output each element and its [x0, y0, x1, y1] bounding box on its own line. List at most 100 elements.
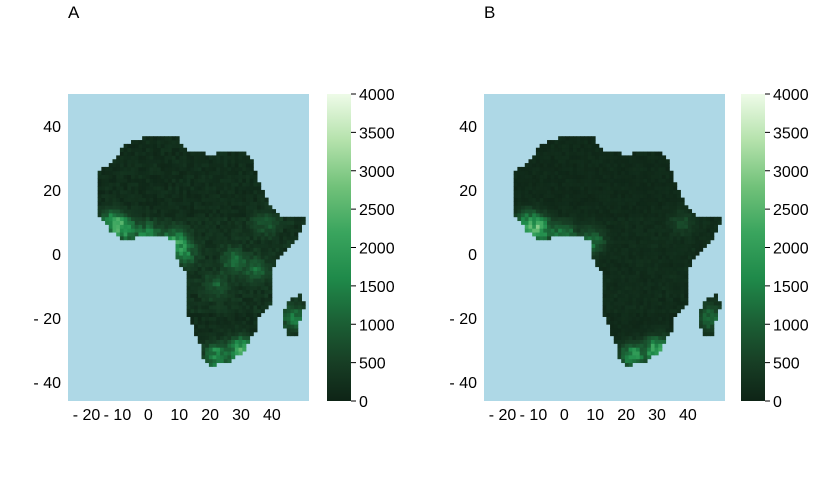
heatmap-cell	[112, 197, 117, 202]
heatmap-cell	[201, 155, 206, 160]
heatmap-cell	[145, 143, 150, 149]
heatmap-cell	[164, 189, 169, 195]
heatmap-cell	[257, 205, 262, 210]
heatmap-cell	[112, 220, 117, 225]
heatmap-cell	[517, 216, 522, 222]
heatmap-cell	[639, 239, 644, 245]
heatmap-cell	[257, 235, 262, 241]
heatmap-cell	[647, 224, 652, 229]
y-tick-label: 20	[459, 183, 477, 200]
heatmap-cell	[201, 228, 206, 233]
heatmap-cell	[271, 232, 277, 237]
heatmap-cell	[197, 166, 202, 172]
heatmap-cell	[223, 235, 228, 241]
heatmap-cell	[658, 270, 663, 275]
heatmap-cell	[676, 255, 681, 260]
heatmap-cell	[160, 178, 165, 183]
heatmap-cell	[227, 232, 232, 237]
heatmap-cell	[234, 228, 239, 233]
heatmap-cell	[658, 182, 663, 187]
heatmap-cell	[201, 235, 206, 241]
heatmap-cell	[127, 205, 132, 210]
heatmap-cell	[179, 228, 184, 233]
heatmap-cell	[201, 201, 206, 206]
heatmap-cell	[647, 220, 652, 225]
heatmap-cell	[231, 320, 236, 325]
heatmap-cell	[684, 259, 689, 264]
heatmap-cell	[613, 193, 618, 199]
heatmap-cell	[205, 285, 210, 291]
heatmap-cell	[242, 159, 247, 164]
heatmap-cell	[543, 159, 548, 164]
heatmap-cell	[680, 305, 685, 310]
heatmap-cell	[205, 201, 210, 206]
heatmap-cell	[636, 235, 641, 241]
heatmap-cell	[242, 193, 247, 199]
heatmap-cell	[175, 155, 180, 160]
heatmap-cell	[275, 232, 280, 237]
heatmap-cell	[190, 209, 195, 214]
heatmap-cell	[669, 293, 674, 298]
heatmap-cell	[153, 174, 158, 179]
heatmap-cell	[613, 151, 618, 156]
heatmap-cell	[628, 228, 633, 233]
heatmap-cell	[713, 216, 718, 222]
heatmap-cell	[624, 205, 629, 210]
heatmap-cell	[636, 301, 641, 306]
heatmap-cell	[234, 251, 239, 256]
heatmap-cell	[208, 259, 213, 264]
heatmap-cell	[550, 155, 555, 160]
heatmap-cell	[528, 193, 533, 199]
heatmap-cell	[650, 331, 655, 337]
heatmap-cell	[101, 212, 106, 218]
heatmap-cell	[234, 155, 239, 160]
heatmap-cell	[628, 201, 633, 206]
x-tick-label: - 20	[73, 407, 101, 424]
heatmap-cell	[160, 228, 165, 233]
heatmap-cell	[153, 151, 158, 156]
heatmap-cell	[617, 163, 622, 168]
heatmap-cell	[260, 212, 265, 218]
heatmap-cell	[613, 266, 618, 271]
heatmap-cell	[131, 147, 136, 152]
heatmap-cell	[532, 186, 537, 191]
heatmap-cell	[669, 170, 674, 175]
heatmap-cell	[702, 312, 707, 317]
heatmap-cell	[197, 331, 202, 337]
heatmap-cell	[116, 174, 121, 179]
heatmap-cell	[249, 178, 254, 183]
heatmap-cell	[290, 308, 295, 314]
heatmap-cell	[205, 193, 210, 199]
heatmap-cell	[658, 324, 663, 329]
heatmap-cell	[179, 220, 184, 225]
heatmap-cell	[149, 136, 154, 141]
heatmap-cell	[661, 289, 667, 294]
heatmap-cell	[665, 189, 670, 195]
heatmap-cell	[602, 312, 607, 317]
heatmap-cell	[639, 189, 644, 195]
heatmap-cell	[145, 182, 150, 187]
heatmap-cell	[131, 155, 136, 160]
heatmap-cell	[550, 224, 555, 229]
heatmap-cell	[636, 212, 641, 218]
heatmap-cell	[194, 251, 199, 256]
heatmap-cell	[234, 243, 239, 248]
heatmap-cell	[639, 351, 644, 356]
heatmap-cell	[234, 262, 239, 268]
heatmap-cell	[665, 293, 670, 298]
heatmap-cell	[528, 178, 533, 183]
heatmap-cell	[654, 351, 659, 356]
heatmap-cell	[636, 278, 641, 283]
heatmap-cell	[628, 305, 633, 310]
heatmap-cell	[639, 159, 644, 164]
heatmap-cell	[624, 235, 629, 241]
heatmap-cell	[142, 189, 147, 195]
heatmap-cell	[123, 174, 128, 179]
heatmap-cell	[639, 312, 644, 317]
heatmap-cell	[647, 239, 652, 245]
heatmap-cell	[650, 174, 655, 179]
heatmap-cell	[539, 209, 544, 214]
heatmap-cell	[628, 354, 633, 360]
heatmap-cell	[621, 262, 626, 268]
heatmap-cell	[182, 232, 188, 237]
